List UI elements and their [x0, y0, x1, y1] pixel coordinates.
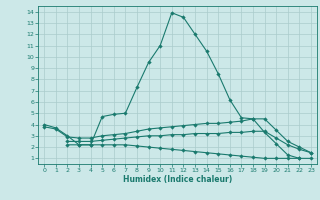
X-axis label: Humidex (Indice chaleur): Humidex (Indice chaleur)	[123, 175, 232, 184]
